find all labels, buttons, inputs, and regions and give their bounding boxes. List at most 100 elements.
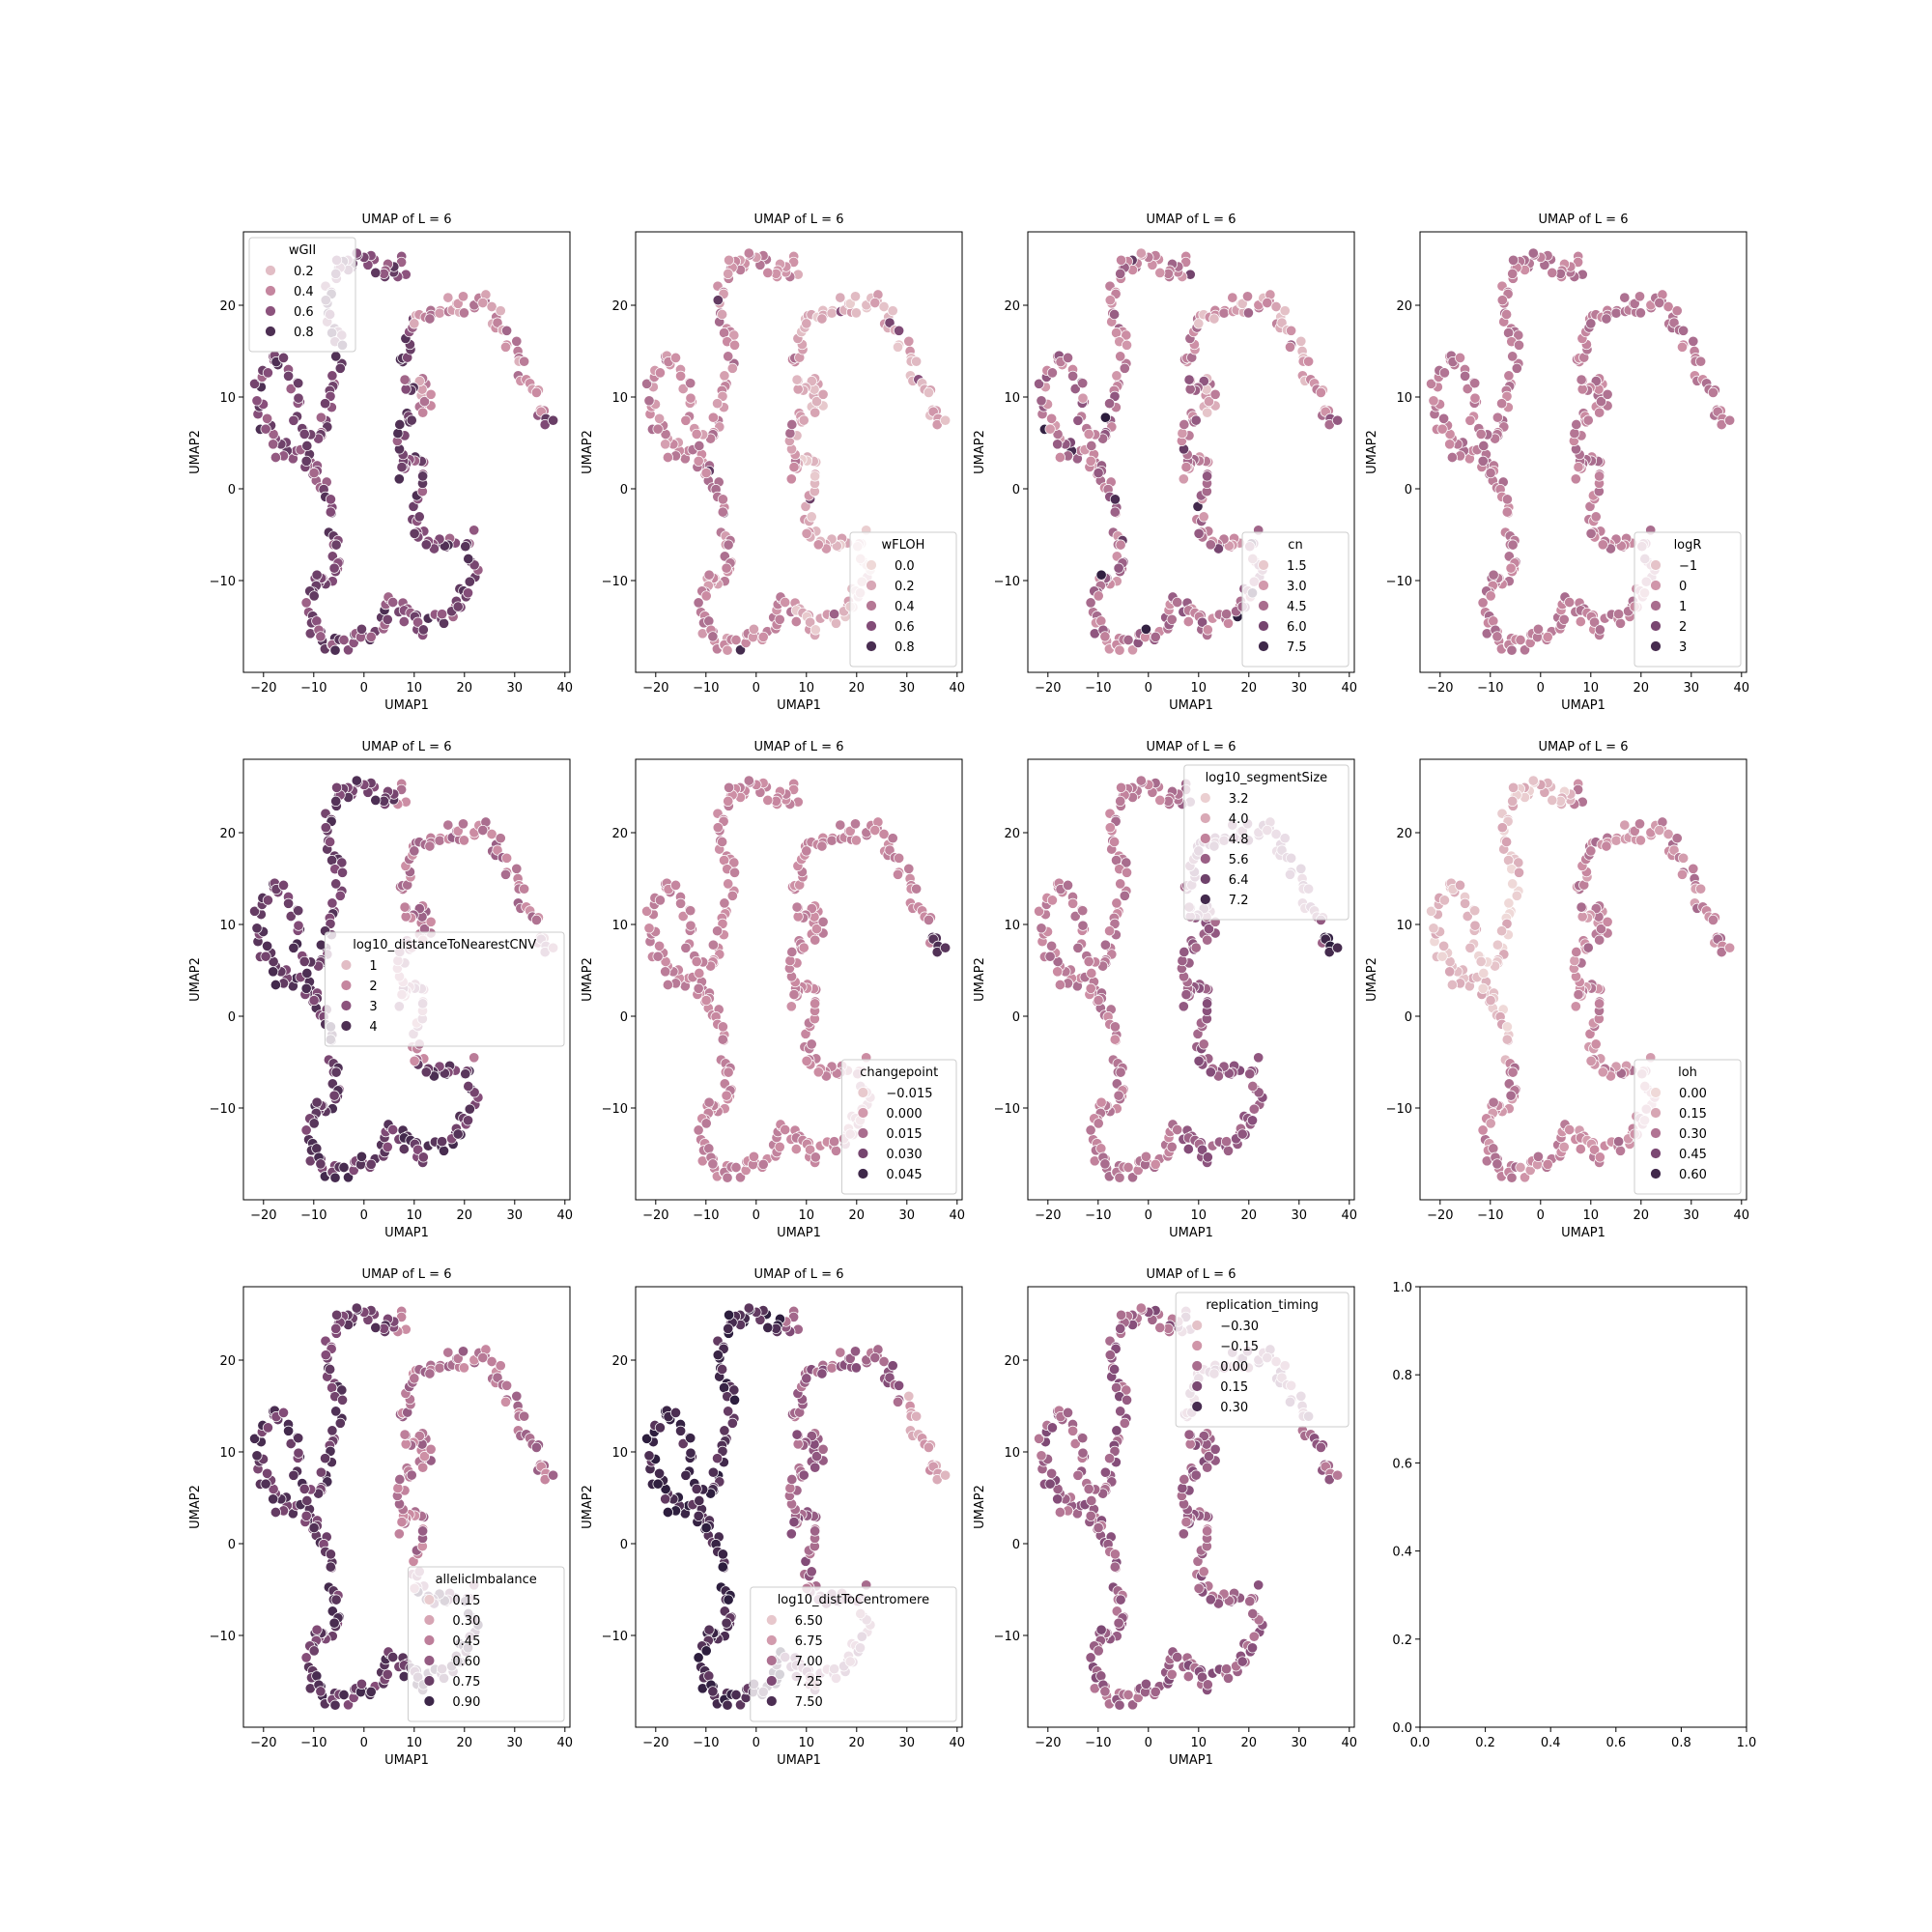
data-point [798, 1469, 810, 1481]
data-point [669, 1406, 682, 1418]
data-point [330, 539, 342, 551]
legend-label: 0.30 [1679, 1127, 1707, 1142]
data-point [1505, 1090, 1517, 1101]
data-point [717, 1561, 728, 1573]
data-point [806, 511, 817, 523]
data-point [1052, 439, 1064, 450]
data-point [703, 1143, 715, 1154]
data-point [1086, 967, 1097, 980]
data-point [1104, 1350, 1116, 1361]
data-point [707, 631, 719, 642]
data-point [1594, 1151, 1605, 1163]
data-point [308, 1522, 320, 1534]
data-point [1695, 883, 1707, 895]
data-point [262, 367, 273, 379]
data-point [1202, 1679, 1213, 1690]
legend-label: 0.45 [452, 1634, 480, 1649]
data-point [1115, 268, 1126, 279]
data-point [817, 916, 829, 927]
data-point [792, 911, 804, 923]
data-point [1113, 1090, 1124, 1101]
panel-title: UMAP of L = 6 [1147, 1267, 1236, 1282]
data-point [1067, 1425, 1079, 1436]
data-point [1054, 1506, 1065, 1519]
data-point [1469, 920, 1481, 931]
y-tick-label: 0 [1012, 1538, 1020, 1552]
x-tick-label: −20 [642, 1736, 668, 1750]
data-point [654, 895, 666, 906]
legend-swatch [866, 640, 877, 652]
scatter-points [1426, 247, 1736, 656]
data-point [1585, 318, 1597, 329]
data-point [330, 1594, 342, 1605]
data-point [1180, 462, 1192, 473]
legend-label: 0.2 [895, 580, 915, 594]
data-point [762, 794, 774, 806]
y-tick-label: 0 [228, 483, 236, 497]
data-point [1475, 428, 1487, 440]
data-point [722, 1172, 733, 1183]
data-point [1122, 1161, 1134, 1174]
data-point [1469, 378, 1481, 389]
data-point [417, 1151, 429, 1163]
data-point [409, 318, 420, 329]
data-point [693, 597, 704, 609]
data-point [262, 940, 273, 952]
legend-label: −0.015 [886, 1087, 932, 1101]
data-point [1542, 1158, 1553, 1170]
legend: log10_segmentSize 3.2 4.0 4.8 5.6 6.4 7.2 [1183, 764, 1350, 921]
data-point [884, 317, 895, 328]
data-point [382, 613, 393, 625]
data-point [320, 822, 331, 834]
data-point [812, 1066, 824, 1078]
data-point [887, 833, 898, 844]
data-point [1218, 307, 1230, 319]
data-point [1262, 297, 1273, 309]
data-point [1205, 1066, 1216, 1078]
legend-label: 3.0 [1287, 580, 1307, 594]
data-point [329, 644, 341, 656]
data-point [784, 428, 796, 440]
data-point [1052, 966, 1064, 978]
data-point [728, 339, 741, 351]
panel-1: −20 −10 0 10 20 30 40 −10 0 10 20 UMAP of L = 6 UMAP… [188, 213, 573, 713]
data-point [293, 392, 304, 404]
data-point [334, 362, 346, 374]
data-point [1193, 1055, 1205, 1066]
data-point [1113, 562, 1124, 574]
data-point [501, 325, 513, 336]
data-point [724, 781, 735, 793]
data-point [1629, 298, 1640, 309]
data-point [1104, 295, 1116, 306]
legend-swatch [765, 1655, 778, 1666]
x-tick-label: 40 [557, 1736, 574, 1750]
data-point [1044, 423, 1056, 435]
data-point [812, 539, 824, 551]
data-point [511, 1390, 523, 1402]
data-point [1485, 590, 1496, 602]
panel-8: −20 −10 0 10 20 30 40 −10 0 10 20 UMAP of L = 6 UMAP… [1365, 740, 1749, 1240]
data-point [300, 1124, 312, 1136]
data-point [1119, 890, 1130, 901]
data-point [412, 616, 424, 628]
y-tick-label: 0 [228, 1010, 236, 1025]
data-point [1507, 1066, 1519, 1078]
data-point [413, 511, 425, 523]
y-tick-label: 20 [1004, 827, 1020, 841]
legend-swatch [1650, 580, 1662, 591]
data-point [894, 325, 905, 336]
data-point [499, 341, 512, 353]
data-point [1109, 1363, 1121, 1376]
legend-title: logR [1674, 538, 1702, 553]
x-tick-label: 0 [753, 1736, 760, 1750]
data-point [1036, 923, 1047, 934]
x-tick-label: −20 [250, 1208, 276, 1223]
y-tick-label: −10 [602, 575, 628, 589]
data-point [437, 1136, 448, 1148]
data-point [1286, 325, 1297, 336]
x-tick-label: 20 [1241, 681, 1258, 696]
legend-swatch [1258, 620, 1269, 632]
x-axis-label: UMAP1 [777, 1226, 821, 1240]
data-point [1046, 1467, 1058, 1479]
legend-label: 4.0 [1229, 812, 1249, 827]
